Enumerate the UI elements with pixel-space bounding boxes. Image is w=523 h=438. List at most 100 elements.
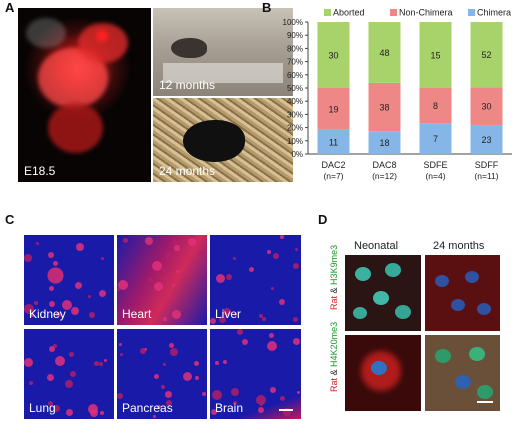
cell-marker xyxy=(104,359,107,362)
y-tick-label: 70% xyxy=(287,58,303,67)
bar-non-chimera-sdfe xyxy=(419,88,452,124)
legend-swatch xyxy=(324,9,331,16)
data-label: 15 xyxy=(430,51,440,61)
adult-mouse-12-months-image: 12 months xyxy=(153,8,293,96)
legend-label: Non-Chimera xyxy=(399,8,453,18)
cell-marker xyxy=(118,280,128,290)
row-label-h4k20me3: Rat & H4K20me3 xyxy=(329,322,339,392)
cell-marker xyxy=(188,238,196,246)
data-label: 18 xyxy=(379,138,389,148)
cell-marker xyxy=(256,395,266,405)
y-tick-label: 0% xyxy=(291,150,303,159)
cell-marker xyxy=(176,270,179,273)
rat-stain-label: Rat xyxy=(329,295,339,310)
cell-marker xyxy=(101,257,104,260)
tissue-tile-heart: Heart xyxy=(117,235,207,325)
cell-marker xyxy=(242,339,248,345)
category-label: DAC8 xyxy=(372,160,396,170)
cell-marker xyxy=(223,360,227,364)
y-tick-label: 30% xyxy=(287,110,303,119)
cell-marker xyxy=(49,301,55,307)
cell-marker xyxy=(53,344,57,348)
cell-marker xyxy=(273,253,279,259)
category-label: DAC2 xyxy=(321,160,345,170)
data-label: 48 xyxy=(379,48,389,58)
cell-marker xyxy=(202,392,206,396)
cell-marker xyxy=(161,385,165,389)
tissue-label: Lung xyxy=(29,401,56,415)
cell-marker xyxy=(152,261,162,271)
column-header-24-months: 24 months xyxy=(433,240,485,252)
embryo-image: E18.5 xyxy=(18,8,151,182)
data-label: 30 xyxy=(328,51,338,61)
bar-non-chimera-sdff xyxy=(470,87,503,126)
cell-marker xyxy=(195,376,199,380)
y-tick-label: 90% xyxy=(287,31,303,40)
panel-d-letter: D xyxy=(318,212,328,227)
cell-marker xyxy=(165,252,172,259)
bar-non-chimera-dac8 xyxy=(368,82,401,132)
cell-marker xyxy=(165,391,172,398)
cell-marker xyxy=(199,251,204,256)
embryo-stage-label: E18.5 xyxy=(24,164,56,178)
cell-marker xyxy=(66,409,73,416)
cell-marker xyxy=(215,361,219,365)
cell-marker xyxy=(174,245,180,251)
data-label: 19 xyxy=(328,104,338,114)
category-sublabel: (n=4) xyxy=(425,171,445,181)
cell-marker xyxy=(280,396,285,401)
cell-marker xyxy=(262,317,266,321)
bar-aborted-sdfe xyxy=(419,22,452,88)
marker-label-h3k9me3: H3K9me3 xyxy=(329,244,339,285)
cell-marker xyxy=(49,346,55,352)
legend-label: Chimera xyxy=(477,8,511,18)
y-tick-label: 10% xyxy=(287,137,303,146)
cell-marker xyxy=(231,388,239,396)
cell-marker xyxy=(65,380,73,388)
cell-marker xyxy=(219,316,226,323)
bar-chimera-sdff xyxy=(470,125,503,154)
tissue-tile-lung: Lung xyxy=(24,329,114,419)
legend-swatch xyxy=(468,9,475,16)
chimera-stacked-bar-chart: 0% 10% 20% 30% 40% 50% 60% 70% 80% 90% 100% Aborted… xyxy=(283,8,512,181)
cell-marker xyxy=(216,274,225,283)
cell-marker xyxy=(194,361,199,366)
cell-marker xyxy=(69,352,74,357)
bar-chimera-dac2 xyxy=(317,129,350,154)
cell-marker xyxy=(166,400,172,406)
data-label: 23 xyxy=(481,135,491,145)
cell-marker xyxy=(283,408,291,416)
tissue-tile-pancreas: Pancreas xyxy=(117,329,207,419)
scale-bar xyxy=(279,409,293,411)
cell-marker xyxy=(49,286,54,291)
category-label: SDFF xyxy=(475,160,499,170)
cell-marker xyxy=(271,287,274,290)
cell-marker xyxy=(172,284,175,287)
cell-marker xyxy=(34,301,38,305)
cell-marker xyxy=(90,409,98,417)
cell-marker xyxy=(172,310,181,319)
panel-b-letter: B xyxy=(262,0,272,15)
marker-label-h4k20me3: H4K20me3 xyxy=(329,321,339,367)
24-months-h3k9me3-image xyxy=(425,255,500,331)
cell-marker xyxy=(154,282,163,291)
tissue-label: Brain xyxy=(215,401,244,415)
cell-marker xyxy=(226,274,232,280)
cell-marker xyxy=(190,235,194,239)
cell-marker xyxy=(233,257,236,260)
cell-marker xyxy=(36,242,39,245)
panel-c-letter: C xyxy=(5,212,15,227)
panel-a-letter: A xyxy=(5,0,15,15)
cell-marker xyxy=(223,308,231,316)
cell-marker xyxy=(153,415,156,418)
cell-marker xyxy=(24,304,34,314)
cell-marker xyxy=(295,248,298,251)
cell-marker xyxy=(75,282,82,289)
category-sublabel: (n=12) xyxy=(372,171,397,181)
cell-marker xyxy=(89,312,95,318)
y-tick-label: 80% xyxy=(287,44,303,53)
cell-marker xyxy=(267,250,271,254)
cell-marker xyxy=(164,268,169,273)
category-label: SDFE xyxy=(423,160,447,170)
cell-marker xyxy=(157,405,161,409)
